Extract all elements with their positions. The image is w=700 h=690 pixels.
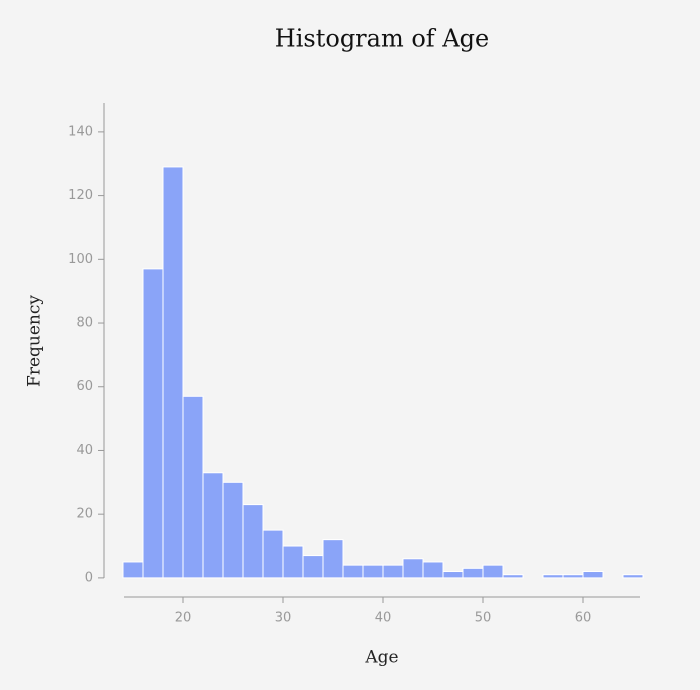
bar (442, 571, 464, 579)
bar (362, 564, 384, 579)
bar (202, 472, 224, 579)
y-tick-label: 40 (76, 443, 93, 458)
bar (182, 395, 204, 579)
bar (382, 564, 404, 579)
x-tick-label: 50 (475, 611, 492, 626)
y-axis-label: Frequency (25, 295, 45, 387)
chart-title: Histogram of Age (275, 25, 489, 53)
bar (162, 166, 184, 579)
bar (242, 504, 264, 579)
bar (302, 555, 324, 579)
bar (342, 564, 364, 579)
x-tick-label: 30 (275, 611, 292, 626)
y-tick-label: 60 (76, 379, 93, 394)
y-tick-label: 0 (85, 570, 93, 585)
y-tick-label: 80 (76, 316, 93, 331)
bar (502, 574, 524, 579)
bar (322, 539, 344, 579)
x-tick-label: 20 (175, 611, 192, 626)
bar (562, 574, 584, 579)
bar (222, 481, 244, 579)
y-tick-label: 140 (68, 124, 93, 139)
x-axis-label: Age (364, 648, 398, 668)
bar (402, 558, 424, 579)
x-tick-label: 60 (575, 611, 592, 626)
y-tick-label: 20 (76, 507, 93, 522)
bar (622, 574, 644, 579)
bar (282, 545, 304, 579)
bar (582, 571, 604, 579)
bar (542, 574, 564, 579)
bar (422, 561, 444, 579)
bar (142, 268, 164, 579)
y-tick-label: 120 (68, 188, 93, 203)
bar (482, 564, 504, 579)
x-tick-label: 40 (375, 611, 392, 626)
bar (262, 529, 284, 579)
y-tick-label: 100 (68, 252, 93, 267)
bar (122, 561, 144, 579)
bar (462, 567, 484, 579)
